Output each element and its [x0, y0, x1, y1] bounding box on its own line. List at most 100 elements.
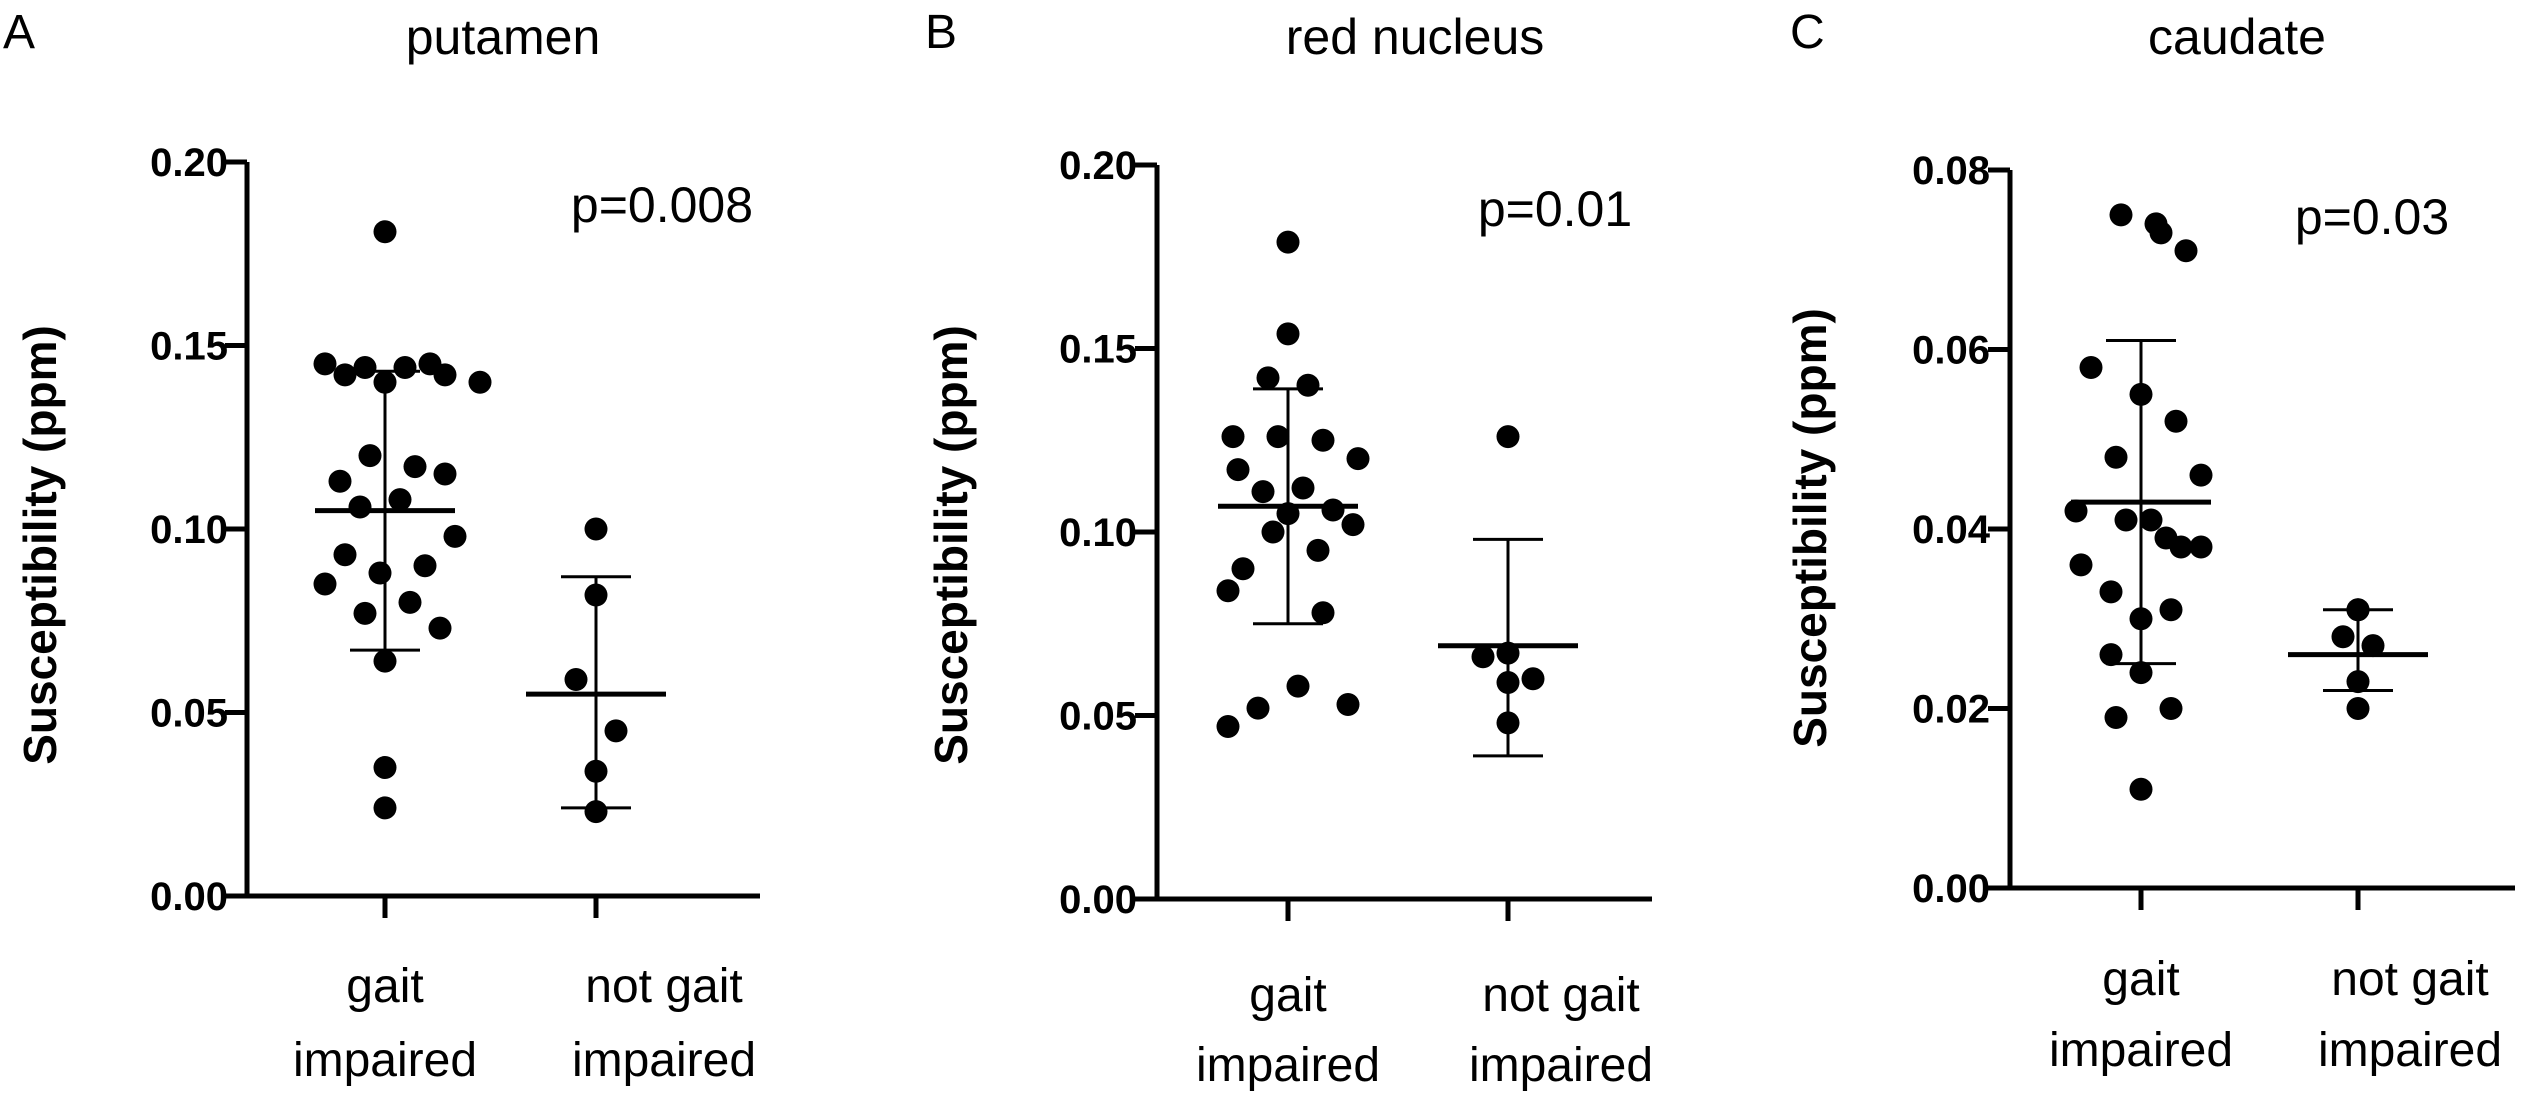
- data-point: [1221, 425, 1245, 449]
- data-point: [2104, 445, 2128, 469]
- category-label-line2: impaired: [293, 1034, 477, 1087]
- panel-letter: A: [3, 6, 35, 59]
- data-point: [2114, 508, 2138, 532]
- data-point: [443, 524, 467, 548]
- chart-title: caudate: [2148, 9, 2326, 65]
- chart-title: putamen: [406, 9, 601, 65]
- p-value-annotation: p=0.03: [2295, 189, 2449, 245]
- data-point: [2174, 239, 2198, 263]
- data-point: [1256, 366, 1280, 390]
- data-point: [2079, 355, 2103, 379]
- data-point: [1216, 579, 1240, 603]
- panel-a: A putamen p=0.008 Susceptibility (ppm) g…: [3, 6, 760, 1087]
- data-point: [1341, 513, 1365, 537]
- data-point: [1276, 230, 1300, 254]
- data-point: [2099, 643, 2123, 667]
- category-label-line1: gait: [2102, 953, 2179, 1006]
- y-axis-title: Susceptibility (ppm): [14, 325, 66, 765]
- data-point: [373, 796, 397, 820]
- y-tick-label: 0.00: [1912, 867, 1990, 911]
- data-point: [2104, 705, 2128, 729]
- data-point: [2129, 661, 2153, 685]
- data-point: [1496, 425, 1520, 449]
- data-point: [373, 220, 397, 244]
- data-point: [398, 590, 422, 614]
- data-point: [328, 469, 352, 493]
- data-point: [313, 572, 337, 596]
- data-point: [1231, 557, 1255, 581]
- data-point: [2169, 535, 2193, 559]
- category-label-line2: impaired: [1469, 1039, 1653, 1092]
- data-point: [393, 356, 417, 380]
- y-tick-label: 0.15: [150, 325, 228, 369]
- chart-title: red nucleus: [1286, 9, 1545, 65]
- p-value-annotation: p=0.01: [1478, 181, 1632, 237]
- data-point: [2109, 203, 2133, 227]
- y-tick-label: 0.08: [1912, 149, 1990, 193]
- panel-letter: C: [1790, 6, 1825, 59]
- data-point: [2164, 409, 2188, 433]
- p-value-annotation: p=0.008: [571, 177, 753, 233]
- y-tick-label: 0.06: [1912, 329, 1990, 373]
- data-point: [1291, 476, 1315, 500]
- data-point: [428, 616, 452, 640]
- data-point: [604, 719, 628, 743]
- category-label-line1: gait: [1249, 969, 1326, 1022]
- data-point: [2189, 463, 2213, 487]
- y-tick-label: 0.20: [150, 141, 228, 185]
- category-label-line1: not gait: [585, 960, 742, 1013]
- data-point: [1306, 538, 1330, 562]
- data-point: [2331, 625, 2355, 649]
- panel-b: B red nucleus p=0.01 Susceptibility (ppm…: [925, 6, 1653, 1092]
- y-axis-title: Susceptibility (ppm): [925, 325, 977, 765]
- y-tick-label: 0.05: [150, 692, 228, 736]
- category-label-line2: impaired: [2318, 1024, 2502, 1077]
- category-label-line1: not gait: [2331, 953, 2488, 1006]
- data-point: [2189, 535, 2213, 559]
- data-point: [2139, 508, 2163, 532]
- data-point: [373, 756, 397, 780]
- data-point: [1246, 696, 1270, 720]
- y-tick-label: 0.00: [1059, 878, 1137, 922]
- data-point: [1471, 645, 1495, 669]
- y-axis-title: Susceptibility (ppm): [1784, 308, 1836, 748]
- data-point: [353, 601, 377, 625]
- category-label-line1: gait: [346, 960, 423, 1013]
- data-point: [413, 554, 437, 578]
- category-label-line2: impaired: [1196, 1039, 1380, 1092]
- data-point: [433, 462, 457, 486]
- y-tick-label: 0.10: [150, 508, 228, 552]
- data-point: [2099, 580, 2123, 604]
- data-point: [313, 352, 337, 376]
- data-point: [433, 363, 457, 387]
- data-point: [333, 543, 357, 567]
- data-point: [2149, 221, 2173, 245]
- data-point: [348, 495, 372, 519]
- data-point: [373, 649, 397, 673]
- y-tick-label: 0.15: [1059, 328, 1137, 372]
- panel-letter: B: [925, 6, 957, 59]
- y-tick-label: 0.10: [1059, 511, 1137, 555]
- panel-c: C caudate p=0.03 Susceptibility (ppm) ga…: [1784, 6, 2515, 1077]
- data-point: [1321, 498, 1345, 522]
- y-tick-label: 0.20: [1059, 144, 1137, 188]
- data-point: [1276, 322, 1300, 346]
- data-point: [1311, 601, 1335, 625]
- data-point: [1336, 692, 1360, 716]
- data-point: [1346, 447, 1370, 471]
- data-point: [1226, 458, 1250, 482]
- data-point: [584, 800, 608, 824]
- data-point: [1286, 674, 1310, 698]
- data-point: [368, 561, 392, 585]
- data-point: [2129, 777, 2153, 801]
- data-point: [1311, 428, 1335, 452]
- data-point: [2361, 634, 2385, 658]
- category-label-line1: not gait: [1482, 969, 1639, 1022]
- data-point: [358, 444, 382, 468]
- data-point: [564, 667, 588, 691]
- y-tick-label: 0.02: [1912, 688, 1990, 732]
- category-label-line2: impaired: [572, 1034, 756, 1087]
- y-tick-label: 0.04: [1912, 508, 1991, 552]
- data-point: [333, 363, 357, 387]
